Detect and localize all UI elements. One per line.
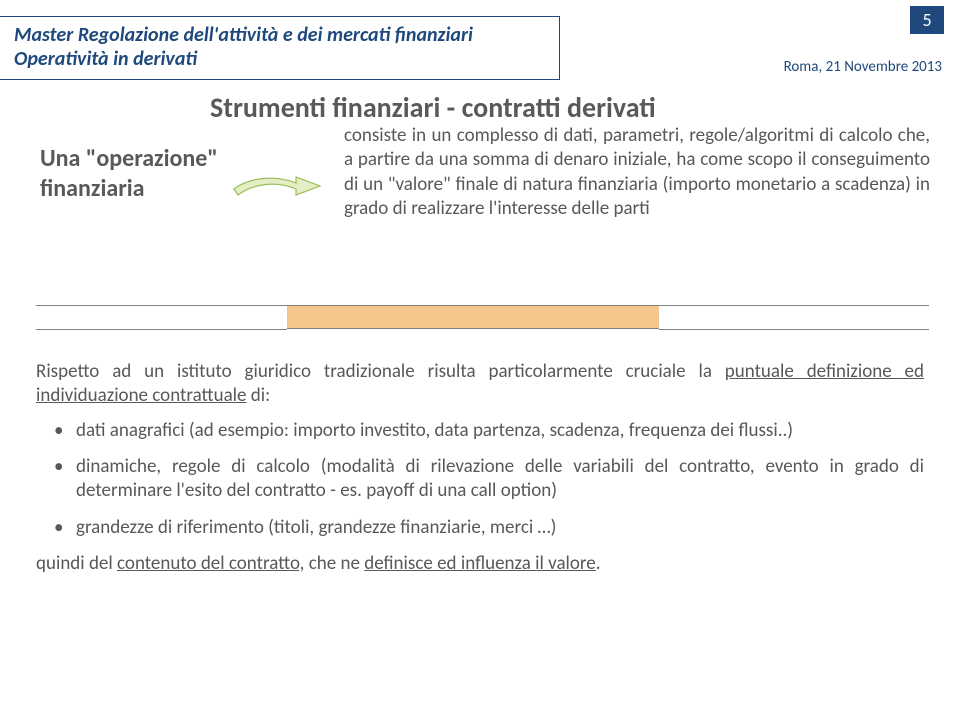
slide-title: Strumenti finanziari - contratti derivat…	[210, 90, 656, 125]
body-text: Rispetto ad un istituto giuridico tradiz…	[36, 360, 924, 576]
intro-post: di:	[246, 384, 270, 407]
list-item: dati anagrafici (ad esempio: importo inv…	[48, 419, 924, 443]
band-rule-bottom	[36, 329, 287, 330]
left-label-line1: Una "operazione"	[40, 144, 218, 174]
left-concept-label: Una "operazione" finanziaria	[40, 144, 218, 204]
arrow-svg	[232, 173, 322, 199]
arrow-icon	[232, 173, 322, 199]
list-item: dinamiche, regole di calcolo (modalità d…	[48, 455, 924, 504]
header-line-1: Master Regolazione dell'attività e dei m…	[14, 23, 545, 47]
band-rule-bottom-right	[659, 329, 929, 330]
closing-pre: quindi del	[36, 552, 117, 575]
closing-mid: che ne	[304, 552, 364, 575]
left-label-line2: finanziaria	[40, 174, 218, 204]
closing-u1: contenuto del contratto,	[117, 552, 304, 575]
definition-paragraph: consiste in un complesso di dati, parame…	[344, 124, 930, 221]
highlight-band	[287, 305, 659, 329]
arrow-path	[234, 177, 320, 195]
header-line-2: Operatività in derivati	[14, 47, 545, 71]
page-number-badge: 5	[910, 6, 944, 34]
closing-post: .	[596, 552, 601, 575]
band-rule-top-right	[659, 305, 929, 306]
closing-u2: definisce ed influenza il valore	[364, 552, 596, 575]
body-intro: Rispetto ad un istituto giuridico tradiz…	[36, 360, 924, 409]
body-closing: quindi del contenuto del contratto, che …	[36, 552, 924, 576]
bullet-list: dati anagrafici (ad esempio: importo inv…	[36, 419, 924, 540]
list-item: grandezze di riferimento (titoli, grande…	[48, 516, 924, 540]
presentation-date: Roma, 21 Novembre 2013	[784, 58, 942, 76]
intro-pre: Rispetto ad un istituto giuridico tradiz…	[36, 360, 725, 383]
header-box: Master Regolazione dell'attività e dei m…	[0, 16, 560, 80]
band-rule-top	[36, 305, 287, 306]
